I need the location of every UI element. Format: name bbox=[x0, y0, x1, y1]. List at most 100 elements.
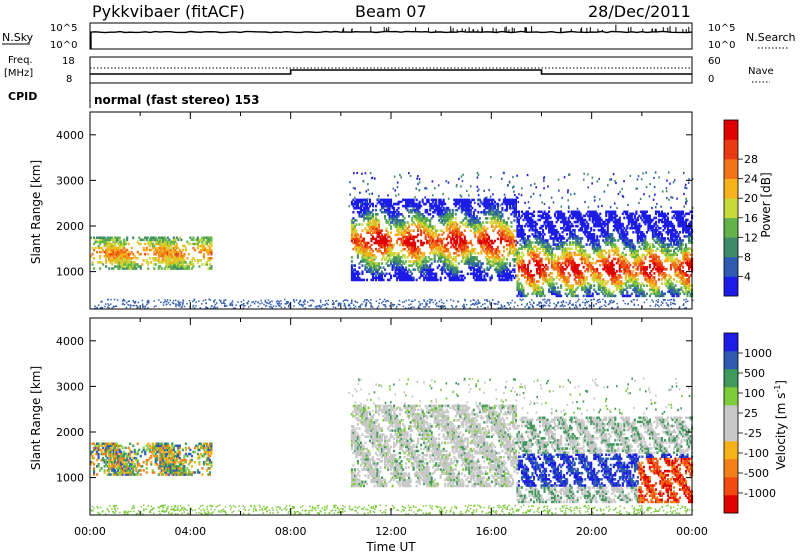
echo-cell bbox=[429, 266, 432, 269]
echo-cell bbox=[402, 215, 405, 218]
echo-cell bbox=[408, 200, 411, 204]
echo-cell bbox=[388, 264, 391, 267]
echo-cell bbox=[358, 241, 361, 245]
echo-cell bbox=[390, 237, 393, 241]
echo-cell bbox=[120, 248, 123, 252]
echo-cell bbox=[117, 263, 120, 266]
echo-cell bbox=[368, 213, 372, 216]
echo-cell bbox=[385, 243, 388, 247]
echo-cell bbox=[374, 213, 378, 216]
echo-cell bbox=[400, 237, 403, 241]
echo-cell bbox=[102, 240, 105, 244]
echo-cell bbox=[441, 229, 444, 232]
echo-cell bbox=[118, 248, 121, 252]
echo-cell bbox=[406, 276, 409, 280]
echo-cell bbox=[454, 241, 457, 245]
echo-cell bbox=[114, 248, 117, 252]
echo-cell bbox=[193, 259, 196, 262]
echo-cell bbox=[352, 217, 355, 220]
echo-cell bbox=[405, 231, 408, 235]
echo-cell bbox=[117, 257, 120, 260]
echo-cell bbox=[169, 244, 172, 248]
echo-cell bbox=[433, 245, 436, 249]
echo-cell bbox=[382, 206, 385, 210]
echo-cell bbox=[174, 261, 177, 264]
echo-cell bbox=[142, 259, 145, 262]
echo-cell bbox=[350, 202, 353, 206]
echo-cell bbox=[367, 210, 370, 214]
echo-cell bbox=[120, 252, 123, 256]
echo-cell bbox=[123, 263, 126, 266]
echo-cell bbox=[442, 208, 445, 212]
echo-cell bbox=[383, 215, 387, 218]
echo-cell bbox=[350, 223, 353, 226]
echo-cell bbox=[447, 272, 450, 276]
echo-cell bbox=[368, 260, 372, 263]
echo-cell bbox=[150, 242, 153, 246]
echo-cell bbox=[111, 259, 114, 262]
echo-cell bbox=[174, 246, 177, 250]
echo-cell bbox=[99, 238, 102, 242]
echo-cell bbox=[364, 217, 367, 220]
echo-cell bbox=[418, 249, 421, 253]
echo-cell bbox=[386, 206, 390, 210]
echo-cell bbox=[439, 198, 442, 202]
echo-cell bbox=[175, 261, 178, 264]
echo-cell bbox=[356, 274, 359, 278]
echo-cell bbox=[438, 237, 441, 241]
echo-cell bbox=[590, 226, 593, 230]
echo-cell bbox=[365, 262, 369, 265]
echo-cell bbox=[112, 250, 115, 254]
echo-cell bbox=[169, 252, 172, 256]
echo-cell bbox=[350, 268, 353, 271]
echo-cell bbox=[166, 248, 169, 252]
echo-cell bbox=[353, 206, 356, 210]
echo-cell bbox=[359, 215, 362, 218]
echo-cell bbox=[358, 206, 361, 210]
echo-cell bbox=[111, 248, 114, 252]
echo-cell bbox=[364, 204, 367, 208]
echo-cell bbox=[358, 223, 361, 226]
echo-cell bbox=[421, 217, 424, 220]
echo-cell bbox=[109, 242, 112, 246]
echo-cell bbox=[151, 242, 154, 246]
echo-cell bbox=[367, 264, 370, 267]
echo-cell bbox=[411, 256, 414, 259]
echo-cell bbox=[374, 225, 378, 228]
echo-cell bbox=[117, 267, 120, 270]
echo-cell bbox=[370, 217, 373, 220]
echo-cell bbox=[141, 238, 144, 242]
echo-cell bbox=[427, 198, 430, 202]
echo-cell bbox=[591, 261, 594, 265]
echo-cell bbox=[380, 204, 384, 208]
echo-cell bbox=[444, 217, 447, 220]
echo-cell bbox=[426, 219, 429, 222]
echo-cell bbox=[394, 258, 397, 261]
echo-cell bbox=[361, 245, 364, 249]
echo-cell bbox=[397, 262, 400, 265]
echo-cell bbox=[386, 198, 390, 202]
echo-cell bbox=[130, 267, 133, 270]
echo-cell bbox=[426, 223, 429, 226]
echo-cell bbox=[99, 250, 102, 254]
echo-cell bbox=[129, 259, 132, 262]
echo-cell bbox=[117, 248, 120, 252]
echo-cell bbox=[99, 240, 102, 244]
echo-cell bbox=[591, 257, 594, 261]
echo-cell bbox=[144, 248, 147, 252]
echo-cell bbox=[380, 272, 384, 276]
echo-cell bbox=[447, 233, 450, 237]
echo-cell bbox=[376, 231, 379, 235]
echo-cell bbox=[180, 267, 183, 270]
echo-cell bbox=[554, 224, 557, 228]
echo-cell bbox=[385, 202, 388, 206]
echo-cell bbox=[178, 250, 181, 254]
echo-cell bbox=[118, 236, 121, 240]
echo-cell bbox=[390, 247, 393, 251]
echo-cell bbox=[450, 231, 453, 235]
echo-cell bbox=[438, 254, 441, 257]
echo-cell bbox=[417, 262, 420, 265]
echo-cell bbox=[380, 278, 384, 282]
echo-cell bbox=[433, 241, 436, 245]
echo-cell bbox=[120, 250, 123, 254]
